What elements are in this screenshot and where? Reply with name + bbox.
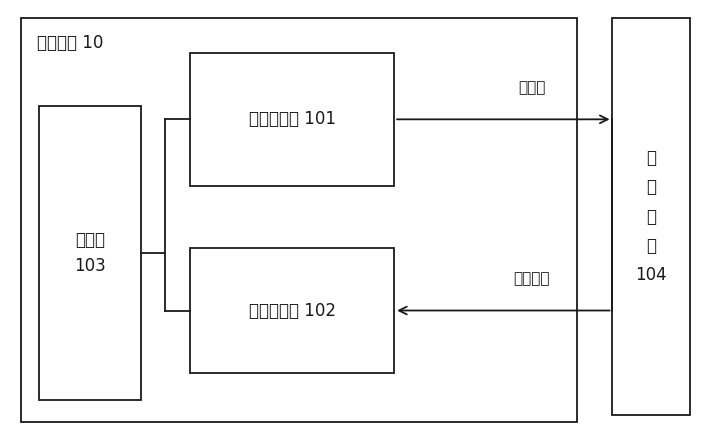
- Text: 光发射装置 101: 光发射装置 101: [249, 110, 336, 128]
- Text: 处理器
103: 处理器 103: [74, 231, 106, 275]
- Bar: [39, 106, 141, 400]
- Text: 激光束: 激光束: [518, 80, 545, 95]
- Bar: [612, 18, 690, 415]
- Text: 光接收装置 102: 光接收装置 102: [249, 301, 336, 320]
- Text: 回波光束: 回波光束: [513, 271, 550, 286]
- Text: 被
测
物
体
104: 被 测 物 体 104: [636, 149, 667, 284]
- Bar: [190, 248, 394, 373]
- Bar: [21, 18, 577, 422]
- Bar: [190, 53, 394, 186]
- Text: 激光雷达 10: 激光雷达 10: [37, 34, 103, 53]
